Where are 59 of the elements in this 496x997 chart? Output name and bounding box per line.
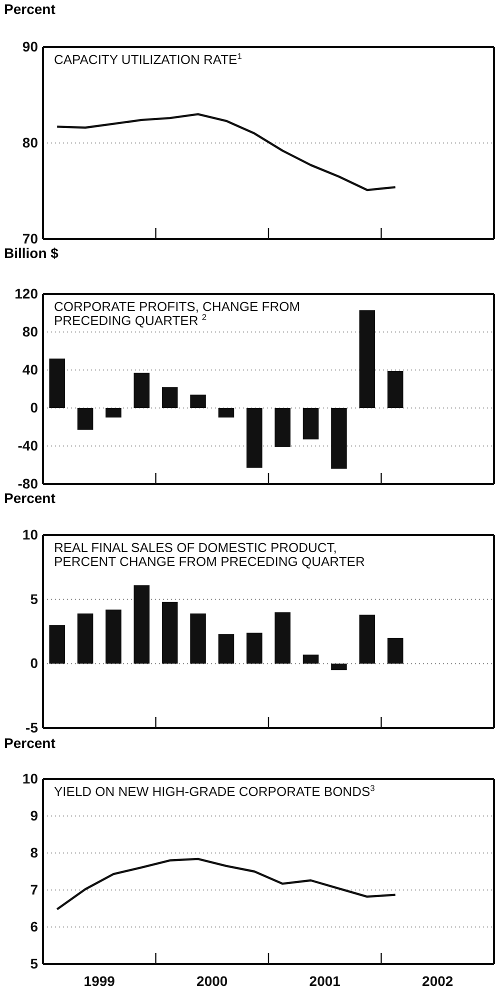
- x-tick-label: 2000: [196, 972, 228, 989]
- y-axis-title: Percent: [4, 735, 56, 751]
- y-tick-label: 9: [30, 807, 38, 824]
- bar: [274, 612, 290, 664]
- x-tick-label: 2001: [309, 972, 341, 989]
- y-tick-label: 40: [22, 361, 38, 378]
- bar: [77, 408, 94, 430]
- bar: [218, 408, 234, 418]
- bar: [246, 408, 262, 468]
- bar: [387, 638, 404, 664]
- y-tick-label: 7: [30, 881, 38, 898]
- bar: [49, 358, 65, 408]
- bar: [190, 613, 206, 664]
- y-tick-label: 10: [22, 526, 38, 542]
- bar: [106, 610, 122, 664]
- text: CORPORATE PROFITS, CHANGE FROM PRECEDING QUARTER $^{2}$: [54, 299, 300, 328]
- y-axis-title: Percent: [4, 1, 56, 17]
- y-tick-label: 5: [30, 590, 38, 607]
- y-axis-title: Percent: [4, 490, 56, 506]
- bar: [49, 625, 65, 664]
- y-tick-label: 80: [22, 134, 38, 150]
- y-tick-label: 6: [30, 918, 38, 934]
- y-tick-label: 80: [22, 323, 38, 340]
- bar: [77, 613, 94, 664]
- y-tick-label: -40: [18, 437, 38, 454]
- bar: [246, 632, 262, 664]
- bar: [162, 602, 178, 664]
- bar: [274, 408, 290, 447]
- x-tick-label: 2002: [422, 972, 454, 989]
- line-series: [56, 113, 396, 192]
- x-tick-label: 1999: [84, 972, 116, 989]
- bar: [218, 634, 234, 664]
- line-series: [56, 858, 396, 910]
- bar: [134, 372, 150, 408]
- bar: [190, 394, 206, 408]
- bar: [134, 585, 150, 664]
- y-tick-label: 0: [30, 399, 38, 416]
- bar: [331, 408, 347, 469]
- y-tick-label: 90: [22, 38, 38, 54]
- bar: [302, 654, 319, 664]
- bar: [302, 408, 319, 440]
- bar: [331, 664, 347, 670]
- y-tick-label: 8: [30, 844, 38, 860]
- y-tick-label: -80: [18, 475, 38, 492]
- y-axis-title: Billion $: [4, 245, 59, 261]
- bar: [359, 310, 376, 408]
- y-tick-label: 10: [22, 770, 38, 786]
- y-tick-label: 120: [14, 285, 38, 302]
- bar: [387, 370, 404, 408]
- bar: [162, 387, 178, 408]
- chart-title: YIELD ON NEW HIGH-GRADE CORPORATE BONDS$^{3}$: [54, 783, 376, 799]
- y-tick-label: 5: [30, 955, 38, 972]
- y-tick-label: -5: [26, 719, 38, 736]
- chart-title: CAPACITY UTILIZATION RATE$^{1}$: [54, 51, 242, 67]
- y-tick-label: 0: [30, 655, 38, 672]
- text: REAL FINAL SALES OF DOMESTIC PRODUCT, PERCENT CHANGE FROM PRECEDING QUARTER: [54, 540, 365, 569]
- y-tick-label: 70: [22, 230, 38, 246]
- bar: [106, 408, 122, 418]
- bar: [359, 614, 376, 664]
